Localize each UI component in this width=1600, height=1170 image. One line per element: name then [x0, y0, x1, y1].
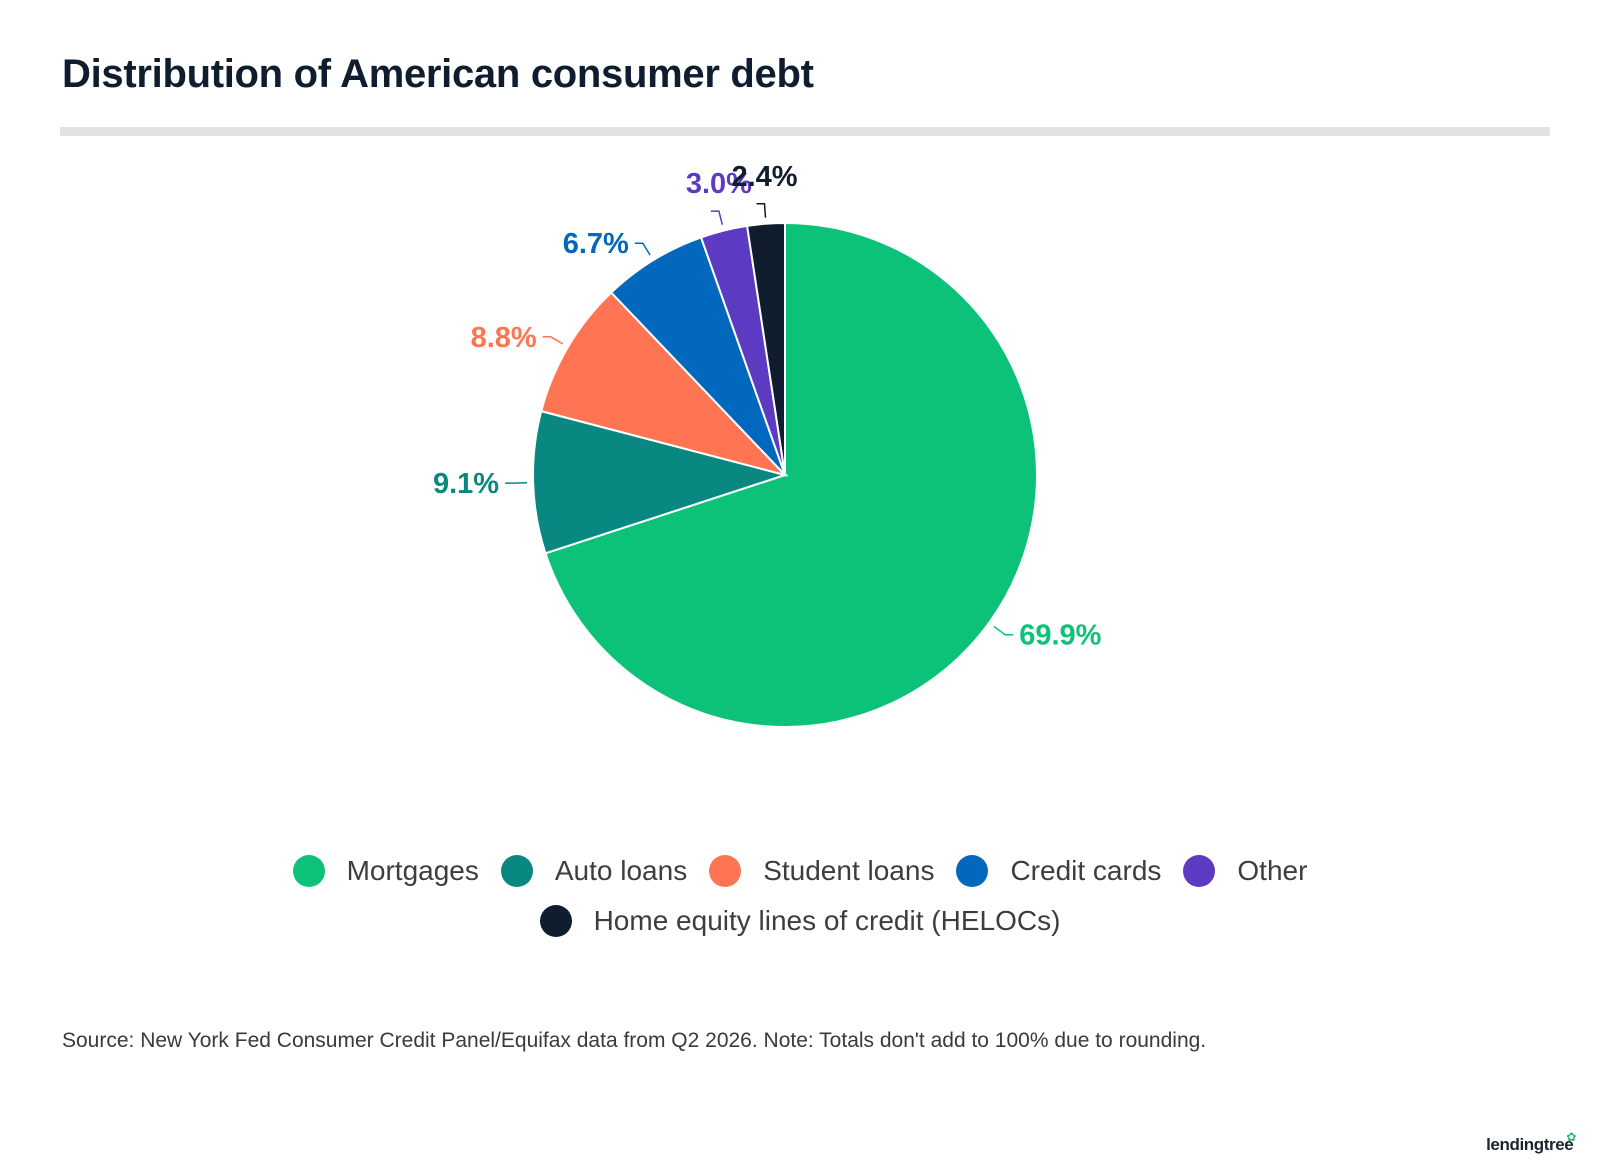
leader-line: [710, 210, 724, 225]
legend-label: Mortgages: [346, 855, 479, 886]
legend-row-1: Mortgages Auto loans Student loans Credi…: [0, 855, 1600, 887]
leader-line: [634, 242, 651, 256]
data-label: 3.0%: [686, 168, 752, 200]
legend-row-2: Home equity lines of credit (HELOCs): [0, 905, 1600, 937]
lendingtree-logo: lendingtree✿: [1486, 1130, 1576, 1155]
source-note: Source: New York Fed Consumer Credit Pan…: [62, 1029, 1207, 1052]
legend-label: Auto loans: [554, 855, 688, 886]
legend-label: Other: [1237, 855, 1308, 886]
legend-item-credit-cards: Credit cards: [956, 855, 1161, 887]
legend-swatch-auto-loans: [500, 855, 533, 887]
pie-slice-student-loans: [540, 291, 789, 477]
legend-swatch-helocs: [539, 905, 572, 937]
legend-item-auto-loans: Auto loans: [500, 855, 688, 887]
data-label: 9.1%: [433, 468, 499, 500]
legend-swatch-mortgages: [292, 855, 325, 887]
legend-item-helocs: Home equity lines of credit (HELOCs): [539, 905, 1061, 937]
legend-label: Credit cards: [1010, 855, 1162, 886]
pie-slice-credit-cards: [609, 236, 786, 476]
pie-chart: 69.9% 9.1% 8.8% 6.7% 3.0%2.4%: [433, 161, 1102, 728]
pie-slice-auto-loans: [532, 409, 789, 555]
data-label: 69.9%: [1019, 620, 1101, 652]
legend-label: Home equity lines of credit (HELOCs): [593, 905, 1061, 936]
data-label: 6.7%: [563, 228, 629, 260]
data-label: 8.8%: [471, 322, 537, 354]
legend-label: Student loans: [763, 855, 935, 886]
logo-text: lendingtree: [1486, 1135, 1574, 1154]
pie-slice-home-equity-lines-of-credit-helocs: [745, 221, 786, 476]
leader-line: [542, 336, 564, 345]
legend-swatch-other: [1183, 855, 1216, 887]
legend-item-mortgages: Mortgages: [292, 855, 479, 887]
legend-item-other: Other: [1183, 855, 1307, 887]
legend-swatch-credit-cards: [956, 855, 989, 887]
pie-slice-mortgages: [544, 221, 1038, 728]
title-divider: [60, 127, 1550, 136]
legend-item-student-loans: Student loans: [709, 855, 934, 887]
chart-title: Distribution of American consumer debt: [62, 52, 814, 96]
leaf-icon: ✿: [1566, 1130, 1576, 1144]
legend-swatch-student-loans: [709, 855, 742, 887]
leader-line: [756, 203, 767, 218]
data-label: 2.4%: [731, 161, 797, 193]
leader-line: [993, 625, 1014, 636]
